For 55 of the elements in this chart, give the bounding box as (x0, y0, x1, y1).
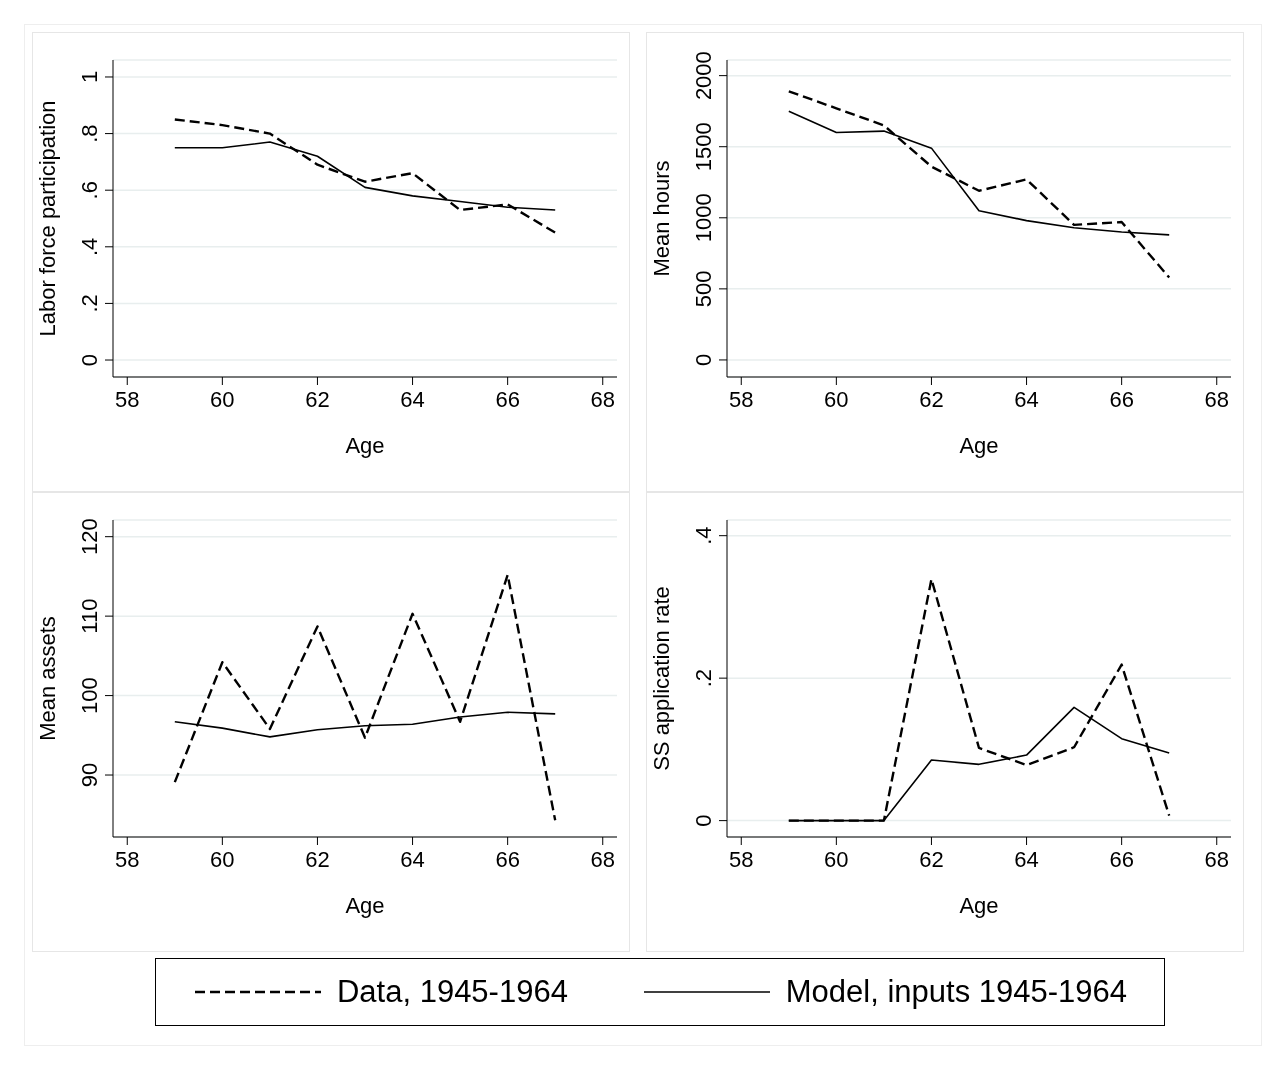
x-tick-label: 66 (1109, 387, 1134, 412)
y-tick-label: 500 (691, 270, 716, 308)
x-tick-label: 62 (305, 847, 330, 872)
x-tick-label: 64 (1014, 847, 1039, 872)
x-tick-label: 64 (1014, 387, 1039, 412)
y-tick-label: 1 (77, 70, 102, 84)
y-tick-label: 0 (77, 353, 102, 367)
y-tick-label: 1000 (691, 193, 716, 243)
x-tick-label: 58 (115, 387, 140, 412)
x-tick-label: 60 (210, 387, 235, 412)
x-tick-label: 58 (729, 387, 754, 412)
y-tick-label: .4 (691, 526, 716, 545)
legend-label: Model, inputs 1945-1964 (785, 974, 1128, 1010)
line-series (787, 90, 1171, 279)
y-tick-label: 110 (77, 598, 102, 634)
x-tick-label: 58 (729, 847, 754, 872)
x-tick-label: 66 (495, 847, 520, 872)
x-axis-title: Age (959, 893, 999, 918)
x-tick-label: 62 (305, 387, 330, 412)
x-tick-label: 68 (590, 847, 615, 872)
y-tick-label: 0 (691, 353, 716, 367)
x-tick-label: 64 (400, 387, 425, 412)
x-tick-label: 68 (1204, 847, 1229, 872)
line-series (173, 118, 557, 234)
x-tick-label: 64 (400, 847, 425, 872)
y-tick-label: .6 (77, 181, 102, 200)
x-axis-title: Age (345, 433, 385, 458)
x-tick-label: 62 (919, 847, 944, 872)
x-tick-label: 60 (210, 847, 235, 872)
x-tick-label: 68 (1204, 387, 1229, 412)
x-tick-label: 66 (495, 387, 520, 412)
y-tick-label: .2 (77, 294, 102, 313)
y-tick-label: .8 (77, 124, 102, 143)
y-axis-title: Mean assets (34, 616, 60, 741)
x-tick-label: 60 (824, 387, 849, 412)
x-tick-label: 68 (590, 387, 615, 412)
line-series (173, 573, 557, 822)
y-axis-title: Mean hours (648, 160, 674, 277)
x-tick-label: 58 (115, 847, 140, 872)
x-tick-label: 62 (919, 387, 944, 412)
y-tick-label: 0 (691, 814, 716, 827)
y-tick-label: 100 (77, 677, 102, 714)
y-tick-label: 2000 (691, 51, 716, 101)
y-axis-title: Labor force participation (34, 100, 60, 337)
y-tick-label: 1500 (691, 122, 716, 172)
y-tick-label: 120 (77, 518, 102, 556)
y-tick-label: .2 (691, 668, 716, 688)
y-tick-label: 90 (77, 762, 102, 788)
x-axis-title: Age (959, 433, 999, 458)
legend-label: Data, 1945-1964 (336, 974, 568, 1010)
x-tick-label: 66 (1109, 847, 1134, 872)
x-tick-label: 60 (824, 847, 849, 872)
x-axis-title: Age (345, 893, 385, 918)
y-axis-title: SS application rate (648, 586, 674, 771)
y-tick-label: .4 (77, 237, 102, 256)
